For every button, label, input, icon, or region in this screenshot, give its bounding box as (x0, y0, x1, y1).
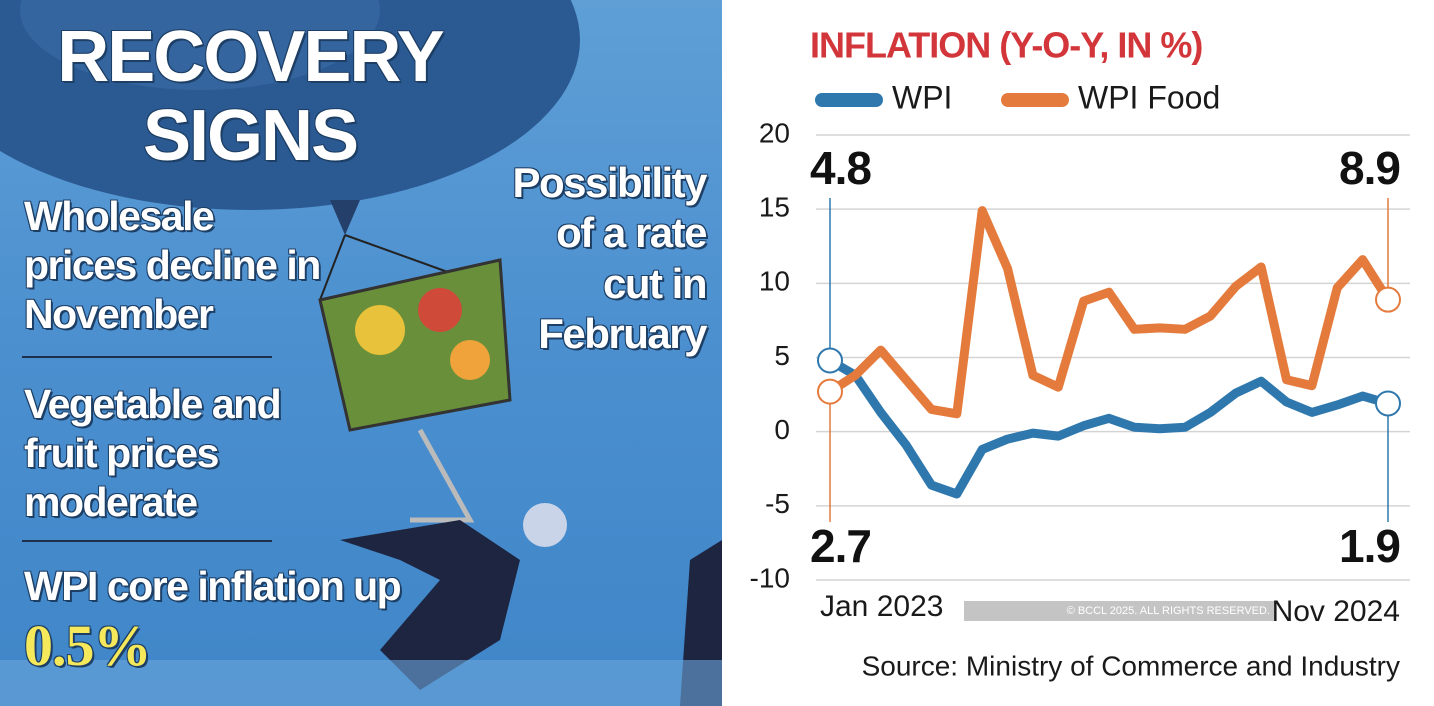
value-label: 1.9 (1339, 520, 1400, 572)
value-label: 8.9 (1339, 142, 1400, 194)
end-marker (817, 378, 843, 405)
value-label: 4.8 (810, 142, 871, 194)
end-marker (1375, 390, 1401, 417)
y-tick-label: -5 (765, 488, 790, 519)
separator (22, 356, 272, 358)
fruit (355, 305, 405, 355)
end-marker (817, 347, 843, 374)
falling-man (340, 520, 520, 690)
core-text: WPI core inflation up (24, 563, 402, 609)
core-highlight: 0.5% (24, 613, 151, 679)
value-label: 2.7 (810, 520, 871, 572)
chart: INFLATION (Y-O-Y, IN %) © BCCL 2025. ALL… (750, 25, 1410, 681)
source: Source: Ministry of Commerce and Industr… (862, 650, 1400, 681)
headline: RECOVERY SIGNS (57, 17, 444, 177)
fruit (450, 340, 490, 380)
y-tick-label: 5 (774, 340, 790, 371)
x-tick-label: Nov 2024 (1272, 595, 1400, 628)
side-note: Possibility of a rate cut in February (512, 159, 707, 358)
illustration (0, 0, 722, 706)
basket (318, 258, 512, 432)
point: Vegetable and fruit prices moderate (24, 381, 282, 526)
series-line (825, 355, 1393, 499)
balloon-knot (330, 200, 360, 235)
separator (22, 540, 272, 542)
y-tick-label: 10 (759, 266, 790, 297)
string (319, 234, 346, 301)
balloon-highlight (20, 0, 380, 90)
legend-label: WPI (892, 79, 952, 115)
series-line (825, 206, 1393, 419)
end-marker (1375, 286, 1401, 313)
copyright: © BCCL 2025. ALL RIGHTS RESERVED. (1067, 605, 1270, 617)
point: Wholesale prices decline in November (24, 193, 321, 338)
cart-frame (410, 428, 475, 523)
fruit (418, 288, 462, 332)
copyright-bar (964, 601, 1274, 621)
skyline (0, 660, 722, 706)
y-tick-label: 0 (774, 414, 790, 445)
legend-label: WPI Food (1078, 79, 1220, 115)
head (523, 503, 567, 547)
y-tick-label: 20 (759, 117, 790, 148)
y-tick-label: -10 (750, 562, 790, 593)
core-note: WPI core inflation up 0.5% (24, 562, 404, 681)
y-tick-label: 15 (759, 192, 790, 223)
x-tick-label: Jan 2023 (820, 590, 943, 623)
illustration-panel: RECOVERY SIGNS Wholesale prices decline … (0, 0, 722, 706)
chart-title: INFLATION (Y-O-Y, IN %) (810, 25, 1202, 66)
